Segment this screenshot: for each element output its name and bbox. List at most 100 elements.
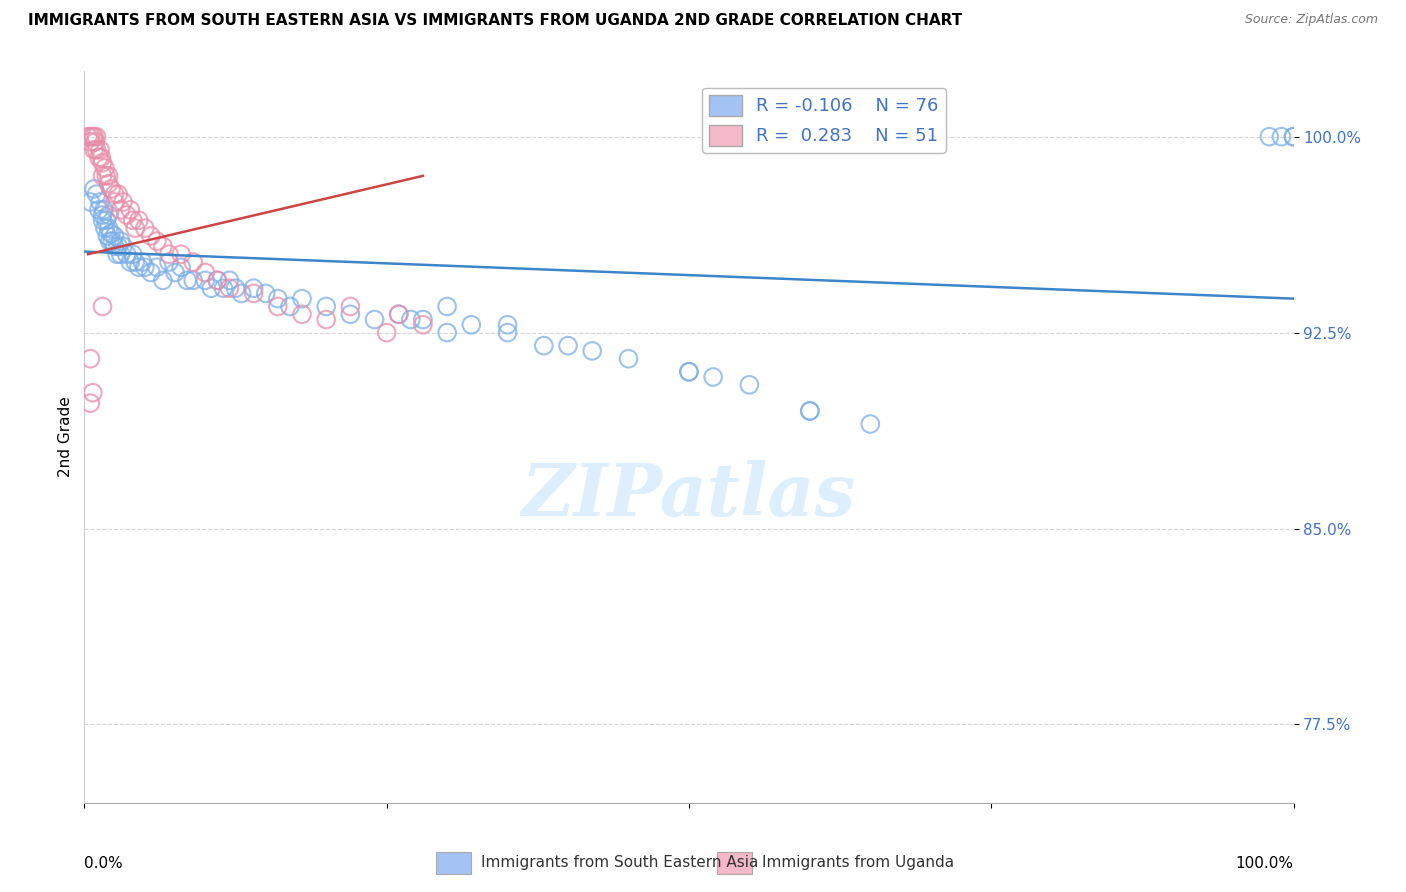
- Point: [496, 326, 519, 340]
- Point: [557, 338, 579, 352]
- Point: [84, 135, 107, 149]
- Text: 0.0%: 0.0%: [84, 856, 124, 871]
- Y-axis label: 2nd Grade: 2nd Grade: [58, 397, 73, 477]
- Point: [267, 292, 290, 306]
- Point: [134, 260, 156, 275]
- Point: [86, 143, 108, 157]
- Text: Immigrants from South Eastern Asia: Immigrants from South Eastern Asia: [481, 855, 758, 870]
- Point: [799, 404, 821, 418]
- Point: [146, 234, 169, 248]
- Point: [170, 247, 193, 261]
- Point: [93, 202, 115, 217]
- Point: [363, 312, 385, 326]
- Point: [104, 194, 127, 209]
- Point: [115, 208, 138, 222]
- Point: [115, 247, 138, 261]
- Point: [97, 221, 120, 235]
- Point: [91, 300, 114, 314]
- Point: [100, 182, 122, 196]
- Point: [436, 326, 458, 340]
- Point: [152, 273, 174, 287]
- Point: [86, 129, 108, 144]
- Point: [412, 318, 434, 332]
- Point: [120, 202, 142, 217]
- Point: [339, 307, 361, 321]
- Point: [859, 417, 882, 431]
- Point: [399, 312, 422, 326]
- Point: [97, 169, 120, 183]
- Point: [146, 260, 169, 275]
- Point: [1258, 129, 1281, 144]
- Point: [170, 260, 193, 275]
- Point: [124, 255, 146, 269]
- Point: [139, 266, 162, 280]
- Point: [207, 273, 229, 287]
- Point: [181, 273, 204, 287]
- Point: [96, 228, 118, 243]
- Point: [1270, 129, 1292, 144]
- Point: [79, 396, 101, 410]
- Point: [678, 365, 700, 379]
- Point: [139, 228, 162, 243]
- Point: [207, 273, 229, 287]
- Point: [101, 234, 124, 248]
- Point: [212, 281, 235, 295]
- Point: [128, 260, 150, 275]
- Point: [157, 255, 180, 269]
- Point: [94, 213, 117, 227]
- Point: [218, 273, 240, 287]
- Point: [388, 307, 411, 321]
- Point: [91, 213, 114, 227]
- Point: [110, 234, 132, 248]
- Point: [702, 370, 724, 384]
- Point: [315, 300, 337, 314]
- Point: [436, 300, 458, 314]
- Point: [107, 239, 129, 253]
- Point: [79, 129, 101, 144]
- Point: [97, 177, 120, 191]
- Point: [86, 187, 108, 202]
- Point: [98, 234, 121, 248]
- Point: [79, 194, 101, 209]
- Point: [678, 365, 700, 379]
- Point: [617, 351, 640, 366]
- Point: [134, 221, 156, 235]
- Point: [339, 300, 361, 314]
- Point: [77, 129, 100, 144]
- Point: [79, 135, 101, 149]
- Point: [254, 286, 277, 301]
- Text: Immigrants from Uganda: Immigrants from Uganda: [762, 855, 955, 870]
- Point: [82, 129, 104, 144]
- Point: [152, 239, 174, 253]
- Text: 100.0%: 100.0%: [1236, 856, 1294, 871]
- Point: [107, 187, 129, 202]
- Point: [90, 151, 112, 165]
- Point: [94, 161, 117, 175]
- Point: [110, 247, 132, 261]
- Point: [165, 266, 187, 280]
- Point: [112, 194, 135, 209]
- Point: [82, 385, 104, 400]
- Point: [104, 239, 127, 253]
- Point: [112, 239, 135, 253]
- Point: [267, 300, 290, 314]
- Point: [121, 247, 143, 261]
- Point: [91, 155, 114, 169]
- Point: [157, 247, 180, 261]
- Point: [176, 273, 198, 287]
- Text: Source: ZipAtlas.com: Source: ZipAtlas.com: [1244, 13, 1378, 27]
- Point: [97, 208, 120, 222]
- Point: [200, 281, 222, 295]
- Point: [412, 312, 434, 326]
- Point: [104, 228, 127, 243]
- Point: [91, 169, 114, 183]
- Point: [83, 143, 105, 157]
- Point: [128, 213, 150, 227]
- Point: [87, 202, 110, 217]
- Point: [120, 255, 142, 269]
- Point: [278, 300, 301, 314]
- Point: [79, 351, 101, 366]
- Point: [242, 281, 264, 295]
- Point: [1282, 129, 1305, 144]
- Point: [496, 318, 519, 332]
